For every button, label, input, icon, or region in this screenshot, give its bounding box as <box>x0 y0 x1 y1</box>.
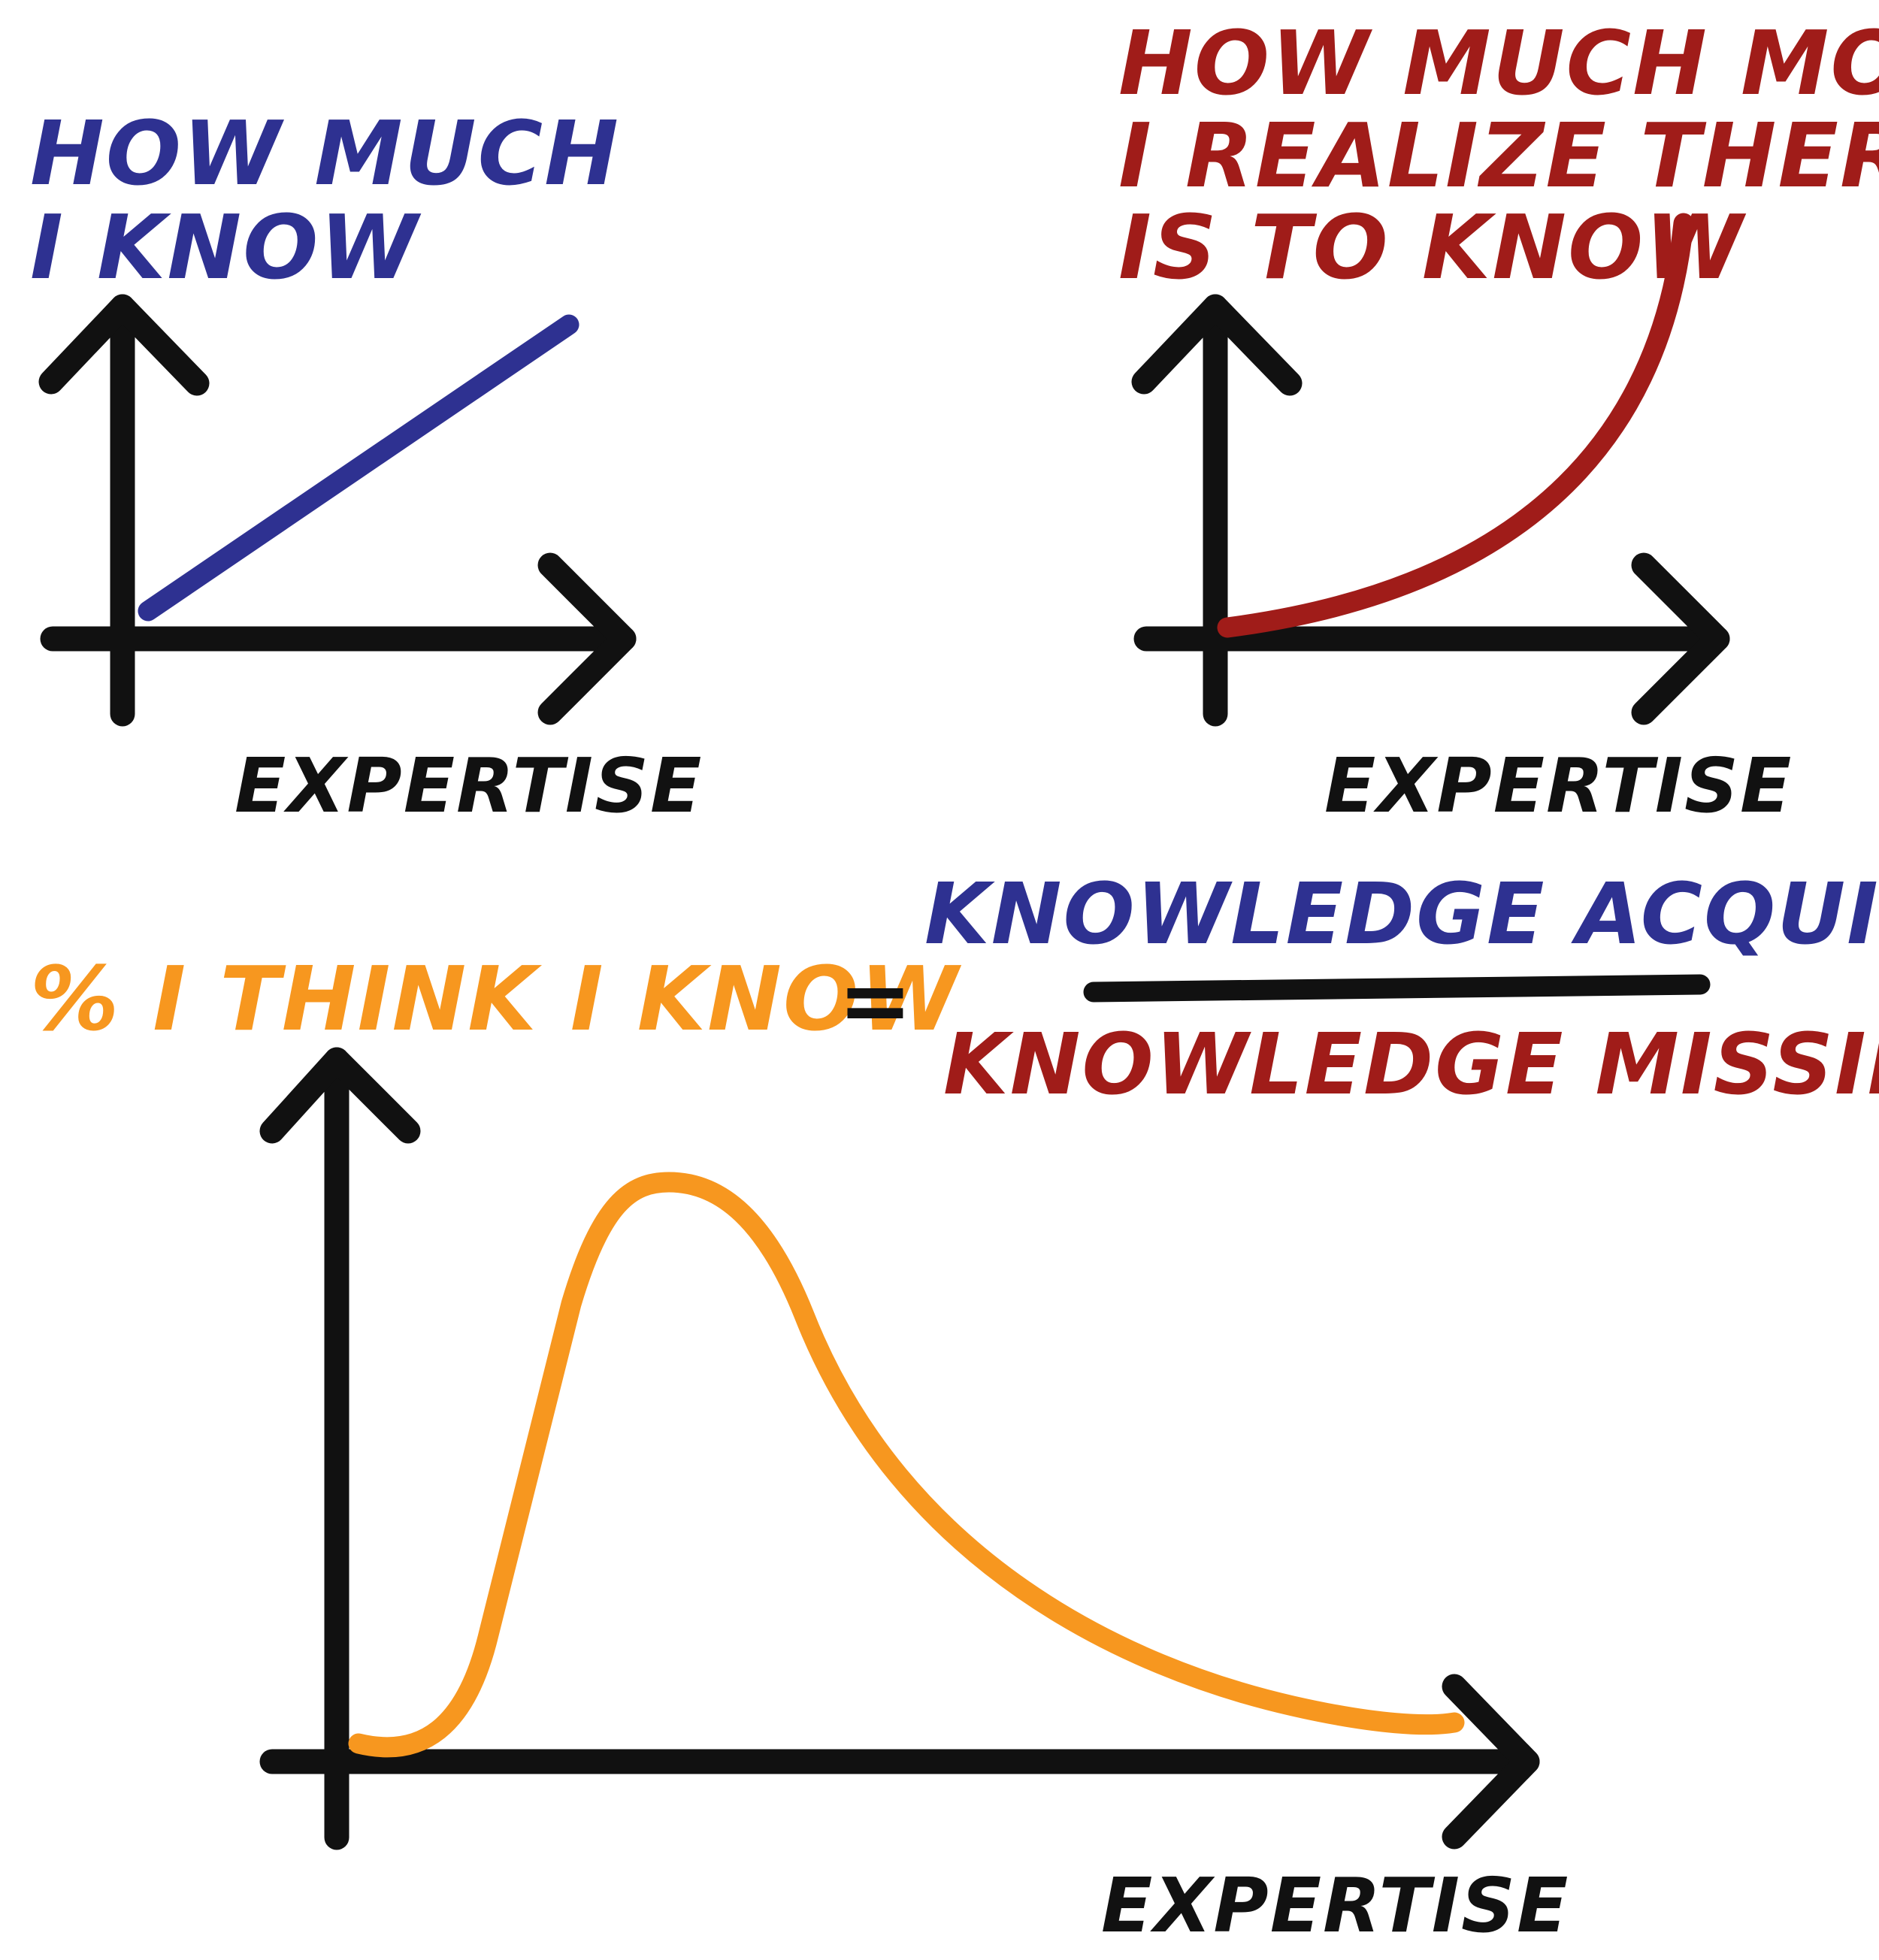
how-much-i-know-chart: HOW MUCH I KNOW EXPERTISE <box>30 101 703 830</box>
knowledge-acquired-line <box>138 314 579 622</box>
top-left-y-arrowhead <box>38 294 210 396</box>
top-right-x-arrowhead <box>1631 552 1730 725</box>
how-much-more-chart: HOW MUCH MORE I REALIZE THERE IS TO KNOW… <box>1118 11 1879 830</box>
bottom-y-arrowhead <box>259 1047 421 1144</box>
how-much-i-know-title-line2: I KNOW <box>30 195 421 299</box>
knowledge-missing-curve <box>1217 213 1694 638</box>
how-much-i-know-title-line1: HOW MUCH <box>30 101 620 205</box>
top-right-x-axis-label: EXPERTISE <box>1324 742 1793 830</box>
top-left-x-axis-label: EXPERTISE <box>234 742 703 830</box>
equals-sign: = <box>838 948 914 1052</box>
perceived-knowledge-curve <box>348 1172 1465 1758</box>
perceived-knowledge-chart: EXPERTISE <box>259 1047 1569 1949</box>
top-left-x-arrowhead <box>537 552 637 725</box>
top-right-y-arrowhead <box>1131 294 1303 396</box>
fraction-bar <box>1083 974 1711 1003</box>
percent-i-think-i-know-label: % I THINK I KNOW <box>30 947 961 1051</box>
how-much-more-title-line3: IS TO KNOW <box>1118 195 1746 299</box>
bottom-x-arrowhead <box>1442 1674 1540 1850</box>
formula: % I THINK I KNOW = KNOWLEDGE ACQUIRED KN… <box>30 866 1879 1114</box>
how-much-more-title-line1: HOW MUCH MORE <box>1118 11 1879 115</box>
bottom-x-axis-label: EXPERTISE <box>1101 1862 1569 1949</box>
how-much-more-title-line2: I REALIZE THERE <box>1118 104 1879 207</box>
numerator-knowledge-acquired: KNOWLEDGE ACQUIRED <box>924 866 1879 963</box>
denominator-knowledge-missing: KNOWLEDGE MISSING <box>943 1016 1879 1114</box>
